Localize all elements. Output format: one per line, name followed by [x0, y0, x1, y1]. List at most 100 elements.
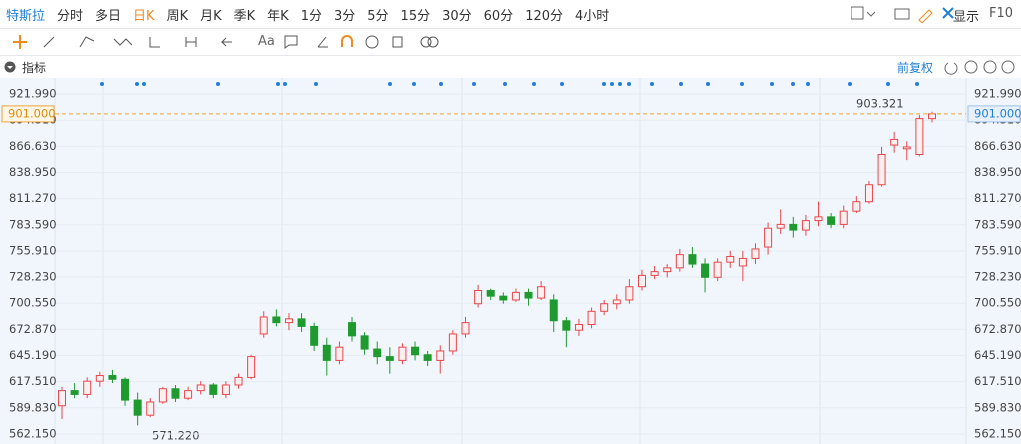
event-marker[interactable]: [216, 82, 220, 86]
event-marker[interactable]: [439, 82, 443, 86]
chart-tool[interactable]: [149, 37, 160, 48]
drawing-tools: [13, 35, 439, 49]
candle-body: [158, 388, 167, 403]
expand-icon[interactable]: [942, 7, 954, 19]
y-tick-label-right: 617.510: [974, 374, 1021, 388]
wave-tool[interactable]: [113, 38, 133, 46]
arrow-tool[interactable]: [220, 37, 232, 47]
comment-tool[interactable]: [284, 35, 298, 49]
zoom-out-icon[interactable]: [964, 60, 978, 74]
candle-body: [448, 333, 457, 352]
event-marker[interactable]: [472, 82, 476, 86]
event-marker[interactable]: [135, 82, 139, 86]
candle-body: [310, 325, 319, 346]
price-tag-left: [1, 105, 55, 123]
y-tick-label: 838.950: [9, 165, 57, 179]
event-marker[interactable]: [412, 82, 416, 86]
event-marker[interactable]: [886, 82, 890, 86]
display-button[interactable]: 显示: [952, 10, 979, 25]
candle-body: [801, 220, 810, 231]
period-tab[interactable]: 分时: [57, 8, 84, 24]
event-marker[interactable]: [618, 82, 622, 86]
measure-tool[interactable]: [185, 37, 197, 47]
polyline-tool[interactable]: [79, 36, 95, 48]
period-tab[interactable]: 月K: [200, 8, 222, 24]
period-tab[interactable]: 年K: [267, 8, 289, 24]
event-marker[interactable]: [560, 82, 564, 86]
link-tool[interactable]: [427, 36, 439, 48]
event-marker[interactable]: [100, 82, 104, 86]
candle-body: [928, 113, 936, 120]
event-marker[interactable]: [791, 82, 795, 86]
event-marker[interactable]: [142, 82, 146, 86]
link-tool[interactable]: [420, 36, 432, 48]
event-marker[interactable]: [276, 82, 280, 86]
event-marker[interactable]: [770, 82, 774, 86]
period-tab[interactable]: 特斯拉: [6, 8, 46, 24]
candle-body: [360, 335, 369, 350]
period-tab[interactable]: 120分: [525, 8, 564, 24]
y-tick-label: 921.990: [9, 87, 57, 101]
candle-body: [108, 375, 117, 380]
event-marker[interactable]: [740, 82, 744, 86]
zoom-in-icon[interactable]: [983, 60, 997, 74]
candle-body: [272, 316, 281, 324]
period-tab[interactable]: 季K: [233, 8, 256, 24]
move-tool[interactable]: [13, 35, 27, 49]
collapse-icon[interactable]: [4, 61, 16, 73]
event-marker[interactable]: [806, 82, 810, 86]
candle-body: [373, 348, 382, 358]
delete-tool[interactable]: [392, 36, 403, 48]
event-marker[interactable]: [503, 82, 507, 86]
period-tab[interactable]: 4小时: [575, 8, 610, 24]
event-marker[interactable]: [650, 82, 654, 86]
pen-icon[interactable]: [918, 9, 933, 23]
y-tick-label-right: 700.550: [974, 296, 1021, 310]
more-icon[interactable]: [1001, 60, 1015, 74]
y-tick-label-right: 811.270: [974, 191, 1021, 205]
event-marker[interactable]: [915, 82, 919, 86]
event-marker[interactable]: [532, 82, 536, 86]
candle-body: [436, 350, 445, 361]
event-marker[interactable]: [706, 82, 710, 86]
adjust-button[interactable]: 前复权: [897, 61, 934, 75]
period-tab[interactable]: 60分: [483, 8, 514, 24]
event-marker[interactable]: [679, 82, 683, 86]
f10-button[interactable]: F10: [988, 6, 1013, 21]
checkbox-icon[interactable]: [851, 6, 864, 20]
event-marker[interactable]: [314, 82, 318, 86]
period-tab[interactable]: 1分: [300, 8, 322, 24]
candle-body: [196, 384, 205, 392]
y-tick-label: 617.510: [9, 374, 57, 388]
camera-icon[interactable]: [894, 8, 910, 20]
candle-body: [663, 267, 672, 273]
reset-icon[interactable]: [944, 62, 958, 75]
angle-tool[interactable]: [317, 36, 328, 48]
candle-body: [411, 346, 420, 356]
period-tab[interactable]: 5分: [367, 8, 389, 24]
candle-body: [902, 146, 911, 150]
candle-body: [877, 154, 886, 186]
candle-body: [461, 322, 470, 335]
text-tool[interactable]: Aa: [258, 34, 275, 49]
event-marker[interactable]: [283, 82, 287, 86]
period-tab[interactable]: 30分: [442, 8, 472, 24]
period-tab[interactable]: 多日: [95, 8, 122, 24]
event-marker[interactable]: [848, 82, 852, 86]
magnet-tool[interactable]: [341, 35, 353, 47]
event-marker[interactable]: [610, 82, 614, 86]
period-tab[interactable]: 周K: [166, 8, 189, 24]
period-tab[interactable]: 3分: [333, 8, 356, 24]
candle-body: [348, 322, 356, 337]
candle-body: [688, 254, 697, 265]
line-tool[interactable]: [43, 36, 55, 48]
period-tab[interactable]: 日K: [133, 8, 155, 24]
candle-body: [600, 303, 609, 312]
indicator-label[interactable]: 指标: [22, 61, 47, 75]
hide-tool[interactable]: [365, 35, 379, 49]
event-marker[interactable]: [627, 82, 631, 86]
event-marker[interactable]: [388, 82, 392, 86]
event-marker[interactable]: [602, 82, 606, 86]
candle-body: [587, 310, 596, 326]
period-tab[interactable]: 15分: [400, 8, 431, 24]
